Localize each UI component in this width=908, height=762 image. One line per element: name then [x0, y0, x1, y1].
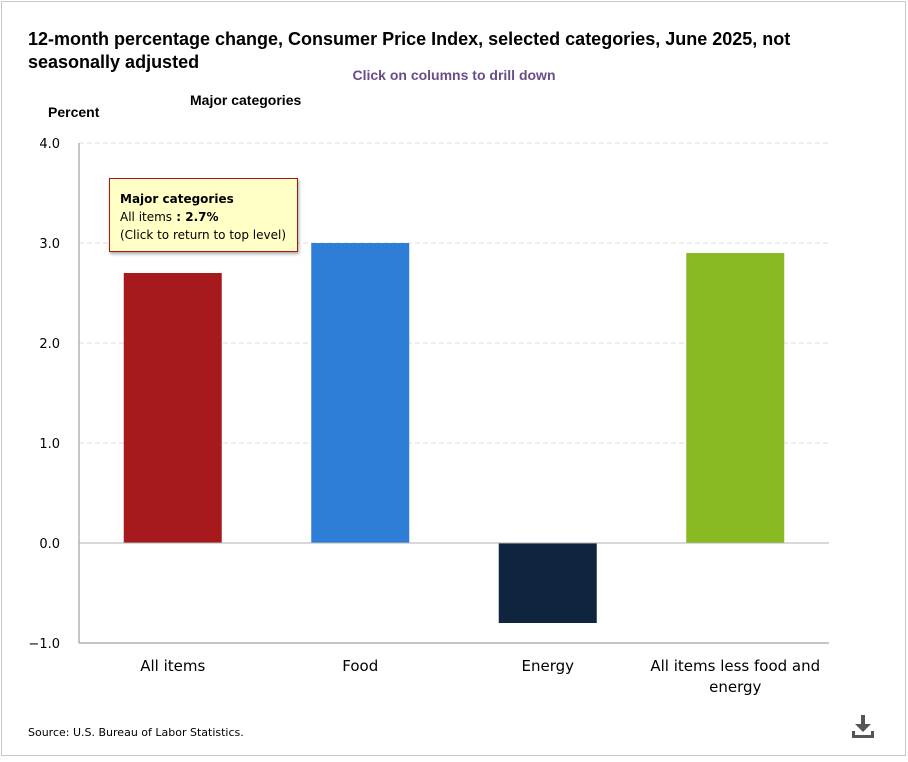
y-tick-label: 0.0 [39, 537, 60, 552]
tooltip-note: (Click to return to top level) [120, 228, 287, 242]
bars [123, 243, 785, 623]
tooltip-separator: : [172, 210, 186, 224]
bar-food[interactable] [311, 243, 410, 543]
y-tick-label: 1.0 [39, 437, 60, 452]
axes [78, 143, 829, 644]
y-tick-label: 4.0 [39, 137, 60, 152]
bar-all-items[interactable] [123, 273, 222, 543]
x-category-label: Energy [521, 657, 574, 675]
tooltip-header: Major categories [120, 192, 234, 206]
bar-energy[interactable] [498, 543, 597, 623]
tooltip-item: All items : 2.7% [120, 208, 287, 226]
axis-labels: −1.0 0.0 1.0 2.0 3.0 4.0 All items Food Energy Al… [28, 137, 820, 696]
y-tick-label: 2.0 [39, 337, 60, 352]
y-tick-label: −1.0 [28, 637, 60, 652]
chart-title: 12-month percentage change, Consumer Pri… [28, 29, 791, 72]
download-icon [852, 715, 874, 738]
x-category-label: Food [342, 657, 378, 675]
download-button[interactable] [849, 712, 877, 740]
x-category-label: All items less food and energy [650, 657, 820, 696]
x-category-label: All items [140, 657, 205, 675]
tooltip-item-value: 2.7% [185, 210, 219, 224]
bar-all-items-less-food-and-energy[interactable] [686, 253, 785, 543]
y-tick-label: 3.0 [39, 237, 60, 252]
y-axis-label: Percent [48, 104, 100, 120]
tooltip-item-label: All items [120, 210, 173, 224]
chart-subtitle: Major categories [190, 92, 302, 108]
drilldown-hint: Click on columns to drill down [352, 67, 556, 83]
chart-tooltip: Major categories All items : 2.7% (Click… [109, 178, 298, 252]
source-note: Source: U.S. Bureau of Labor Statistics. [28, 726, 244, 739]
